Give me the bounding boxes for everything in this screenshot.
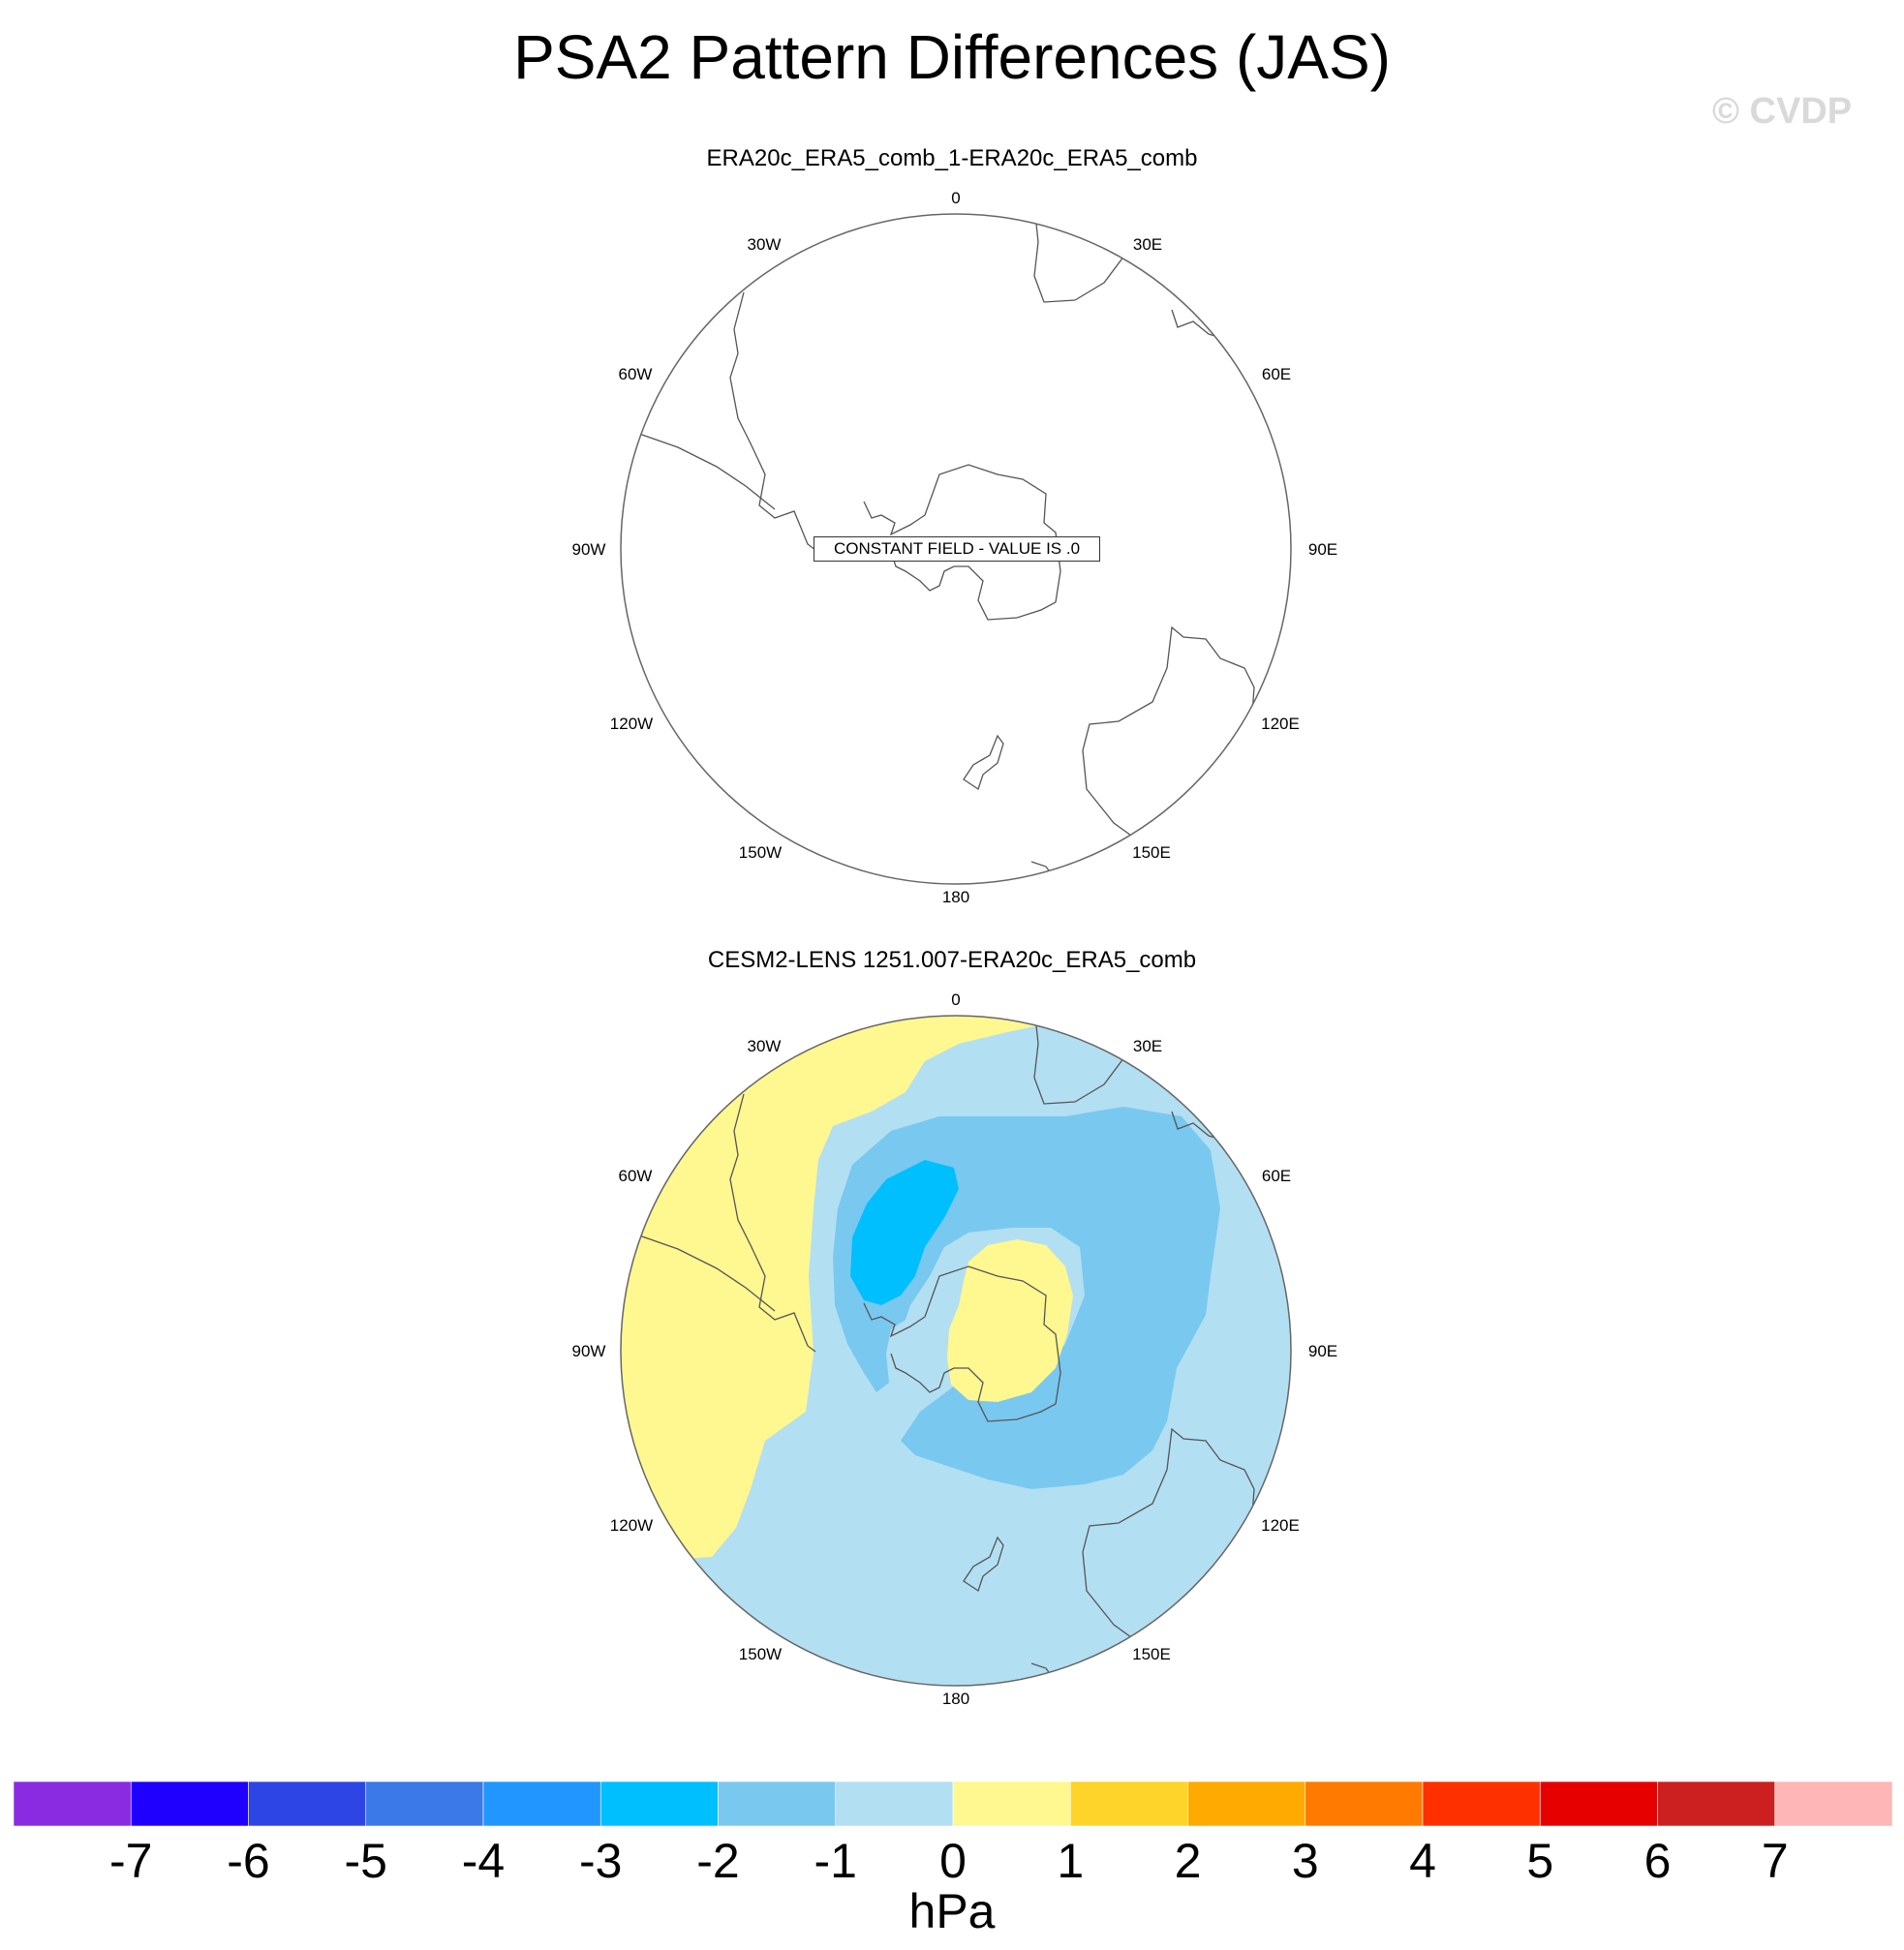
colorbar-tick-label: 1 (1057, 1834, 1085, 1888)
lon-label: 120W (610, 715, 653, 733)
lon-label: 150E (1132, 843, 1171, 862)
lon-label: 120W (610, 1516, 653, 1535)
colorbar-tick-label: -1 (814, 1834, 857, 1888)
colorbar-tick-label: -4 (461, 1834, 506, 1888)
lon-label: 90W (572, 1342, 606, 1360)
colorbar-box (13, 1781, 132, 1827)
lon-label: 30W (748, 235, 782, 254)
lon-label: 150E (1132, 1645, 1171, 1663)
colorbar-box (1187, 1781, 1306, 1827)
lon-label: 0 (951, 189, 960, 207)
map-2-contours (621, 1016, 1291, 1686)
colorbar-box (1774, 1781, 1893, 1827)
constant-field-annotation: CONSTANT FIELD - VALUE IS .0 (814, 536, 1100, 562)
lon-label: 180 (942, 1690, 969, 1708)
contour-fill-0-1-antarctica (947, 1239, 1073, 1402)
colorbar-box (1657, 1781, 1776, 1827)
colorbar-tick-label: 3 (1291, 1834, 1319, 1888)
colorbar-box (482, 1781, 601, 1827)
lon-label: 60E (1262, 1167, 1291, 1185)
lon-label: 120E (1261, 1516, 1300, 1535)
colorbar-box (365, 1781, 484, 1827)
lon-label: 0 (951, 990, 960, 1009)
lon-label: 60W (619, 1167, 653, 1185)
colorbar-tick-label: 7 (1761, 1834, 1789, 1888)
lon-label: 30E (1133, 1037, 1162, 1055)
lon-label: 90E (1308, 1342, 1337, 1360)
colorbar-tick-label: 4 (1409, 1834, 1436, 1888)
lon-label: 120E (1261, 715, 1300, 733)
watermark: © CVDP (1712, 91, 1853, 132)
colorbar-tick-label: -2 (696, 1834, 740, 1888)
colorbar (13, 1781, 1893, 1827)
panel-2-map: 0 30E 60E 90E 120E 150E 180 150W 120W 90… (572, 990, 1338, 1708)
map-1-lon-labels: 0 30E 60E 90E 120E 150E 180 150W 120W 90… (572, 189, 1338, 906)
colorbar-tick-label: 0 (939, 1834, 967, 1888)
colorbar-tick-label: 2 (1174, 1834, 1202, 1888)
colorbar-box (835, 1781, 954, 1827)
lon-label: 30E (1133, 235, 1162, 254)
map-1-boundary (620, 213, 1292, 885)
colorbar-box (952, 1781, 1071, 1827)
colorbar-box (1539, 1781, 1658, 1827)
colorbar-box (1422, 1781, 1541, 1827)
chart-title: PSA2 Pattern Differences (JAS) (513, 22, 1391, 92)
colorbar-box (599, 1781, 719, 1827)
colorbar-tick-label: 6 (1643, 1834, 1672, 1888)
colorbar-box (1305, 1781, 1424, 1827)
lon-label: 90E (1308, 540, 1337, 559)
panel-1-title: ERA20c_ERA5_comb_1-ERA20c_ERA5_comb (706, 145, 1198, 171)
lon-label: 150W (739, 1645, 782, 1663)
lon-label: 150W (739, 843, 782, 862)
colorbar-tick-label: -5 (344, 1834, 387, 1888)
colorbar-units: hPa (908, 1884, 996, 1938)
contour-fill-minus3-minus2 (850, 1160, 959, 1305)
colorbar-box (1069, 1781, 1188, 1827)
colorbar-box (718, 1781, 837, 1827)
lon-label: 90W (572, 540, 606, 559)
map-2-boundary (620, 1015, 1292, 1687)
colorbar-tick-label: -7 (109, 1834, 153, 1888)
colorbar-box (130, 1781, 249, 1827)
colorbar-box (248, 1781, 367, 1827)
lon-label: 60E (1262, 365, 1291, 383)
map-2-lon-labels: 0 30E 60E 90E 120E 150E 180 150W 120W 90… (572, 990, 1338, 1708)
colorbar-tick-label: -6 (227, 1834, 270, 1888)
panel-2-title: CESM2-LENS 1251.007-ERA20c_ERA5_comb (707, 947, 1197, 973)
lon-label: 30W (748, 1037, 782, 1055)
lon-label: 180 (942, 888, 969, 906)
lon-label: 60W (619, 365, 653, 383)
colorbar-tick-label: 5 (1526, 1834, 1554, 1888)
colorbar-tick-label: -3 (579, 1834, 623, 1888)
